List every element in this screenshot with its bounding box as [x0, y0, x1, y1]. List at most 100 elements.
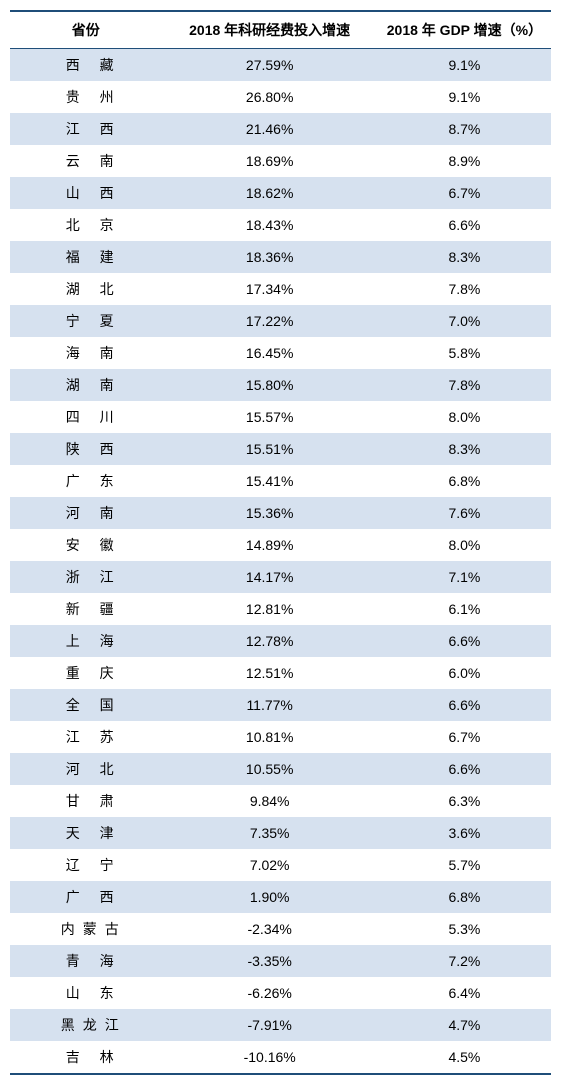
cell-research-growth: 15.57% — [161, 401, 377, 433]
cell-province: 湖 南 — [10, 369, 161, 401]
cell-province: 广 西 — [10, 881, 161, 913]
cell-gdp-growth: 6.4% — [378, 977, 551, 1009]
table-row: 天 津7.35%3.6% — [10, 817, 551, 849]
cell-research-growth: -3.35% — [161, 945, 377, 977]
cell-gdp-growth: 8.3% — [378, 433, 551, 465]
cell-province: 辽 宁 — [10, 849, 161, 881]
cell-research-growth: 14.89% — [161, 529, 377, 561]
cell-research-growth: 12.81% — [161, 593, 377, 625]
cell-province: 河 北 — [10, 753, 161, 785]
cell-research-growth: 18.69% — [161, 145, 377, 177]
cell-gdp-growth: 8.3% — [378, 241, 551, 273]
province-data-table: 省份 2018 年科研经费投入增速 2018 年 GDP 增速（%） 西 藏27… — [10, 10, 551, 1075]
table-row: 青 海-3.35%7.2% — [10, 945, 551, 977]
table-row: 浙 江14.17%7.1% — [10, 561, 551, 593]
cell-province: 河 南 — [10, 497, 161, 529]
cell-research-growth: 26.80% — [161, 81, 377, 113]
cell-province: 贵 州 — [10, 81, 161, 113]
cell-gdp-growth: 8.0% — [378, 401, 551, 433]
cell-research-growth: 16.45% — [161, 337, 377, 369]
cell-province: 云 南 — [10, 145, 161, 177]
table-row: 山 东-6.26%6.4% — [10, 977, 551, 1009]
cell-research-growth: 27.59% — [161, 49, 377, 82]
cell-province: 重 庆 — [10, 657, 161, 689]
table-row: 宁 夏17.22%7.0% — [10, 305, 551, 337]
cell-research-growth: 11.77% — [161, 689, 377, 721]
cell-research-growth: 17.22% — [161, 305, 377, 337]
cell-province: 青 海 — [10, 945, 161, 977]
cell-province: 全 国 — [10, 689, 161, 721]
table-row: 重 庆12.51%6.0% — [10, 657, 551, 689]
cell-gdp-growth: 6.6% — [378, 753, 551, 785]
cell-gdp-growth: 5.8% — [378, 337, 551, 369]
table-row: 新 疆12.81%6.1% — [10, 593, 551, 625]
cell-gdp-growth: 6.3% — [378, 785, 551, 817]
cell-research-growth: 12.78% — [161, 625, 377, 657]
cell-gdp-growth: 4.7% — [378, 1009, 551, 1041]
cell-gdp-growth: 6.8% — [378, 881, 551, 913]
cell-gdp-growth: 6.6% — [378, 625, 551, 657]
table-row: 四 川15.57%8.0% — [10, 401, 551, 433]
cell-gdp-growth: 6.6% — [378, 689, 551, 721]
cell-province: 山 东 — [10, 977, 161, 1009]
table-row: 吉 林-10.16%4.5% — [10, 1041, 551, 1074]
cell-research-growth: 15.51% — [161, 433, 377, 465]
cell-province: 广 东 — [10, 465, 161, 497]
table-row: 湖 北17.34%7.8% — [10, 273, 551, 305]
table-row: 河 南15.36%7.6% — [10, 497, 551, 529]
cell-province: 吉 林 — [10, 1041, 161, 1074]
cell-province: 黑龙江 — [10, 1009, 161, 1041]
header-province: 省份 — [10, 11, 161, 49]
cell-province: 陕 西 — [10, 433, 161, 465]
cell-gdp-growth: 6.1% — [378, 593, 551, 625]
table-row: 江 西21.46%8.7% — [10, 113, 551, 145]
table-row: 全 国11.77%6.6% — [10, 689, 551, 721]
table-row: 河 北10.55%6.6% — [10, 753, 551, 785]
cell-gdp-growth: 6.8% — [378, 465, 551, 497]
cell-province: 四 川 — [10, 401, 161, 433]
cell-gdp-growth: 8.9% — [378, 145, 551, 177]
table-row: 陕 西15.51%8.3% — [10, 433, 551, 465]
cell-gdp-growth: 9.1% — [378, 81, 551, 113]
cell-gdp-growth: 7.2% — [378, 945, 551, 977]
cell-province: 宁 夏 — [10, 305, 161, 337]
cell-province: 福 建 — [10, 241, 161, 273]
cell-research-growth: 17.34% — [161, 273, 377, 305]
table-row: 安 徽14.89%8.0% — [10, 529, 551, 561]
cell-research-growth: 9.84% — [161, 785, 377, 817]
table-row: 甘 肃9.84%6.3% — [10, 785, 551, 817]
cell-research-growth: 21.46% — [161, 113, 377, 145]
cell-research-growth: 15.41% — [161, 465, 377, 497]
cell-gdp-growth: 6.7% — [378, 177, 551, 209]
cell-gdp-growth: 9.1% — [378, 49, 551, 82]
cell-gdp-growth: 7.6% — [378, 497, 551, 529]
cell-research-growth: 18.36% — [161, 241, 377, 273]
header-gdp-growth: 2018 年 GDP 增速（%） — [378, 11, 551, 49]
table-row: 内蒙古-2.34%5.3% — [10, 913, 551, 945]
cell-gdp-growth: 6.7% — [378, 721, 551, 753]
cell-province: 甘 肃 — [10, 785, 161, 817]
cell-gdp-growth: 7.8% — [378, 369, 551, 401]
cell-research-growth: -7.91% — [161, 1009, 377, 1041]
cell-gdp-growth: 6.0% — [378, 657, 551, 689]
cell-gdp-growth: 7.0% — [378, 305, 551, 337]
table-row: 黑龙江-7.91%4.7% — [10, 1009, 551, 1041]
table-row: 辽 宁7.02%5.7% — [10, 849, 551, 881]
cell-gdp-growth: 4.5% — [378, 1041, 551, 1074]
table-row: 北 京18.43%6.6% — [10, 209, 551, 241]
cell-research-growth: -2.34% — [161, 913, 377, 945]
cell-province: 浙 江 — [10, 561, 161, 593]
cell-province: 安 徽 — [10, 529, 161, 561]
table-row: 云 南18.69%8.9% — [10, 145, 551, 177]
table-row: 山 西18.62%6.7% — [10, 177, 551, 209]
cell-research-growth: 10.81% — [161, 721, 377, 753]
cell-research-growth: 7.35% — [161, 817, 377, 849]
cell-province: 西 藏 — [10, 49, 161, 82]
table-header-row: 省份 2018 年科研经费投入增速 2018 年 GDP 增速（%） — [10, 11, 551, 49]
cell-research-growth: 1.90% — [161, 881, 377, 913]
cell-province: 江 西 — [10, 113, 161, 145]
cell-research-growth: 18.62% — [161, 177, 377, 209]
table-row: 海 南16.45%5.8% — [10, 337, 551, 369]
cell-province: 北 京 — [10, 209, 161, 241]
cell-province: 江 苏 — [10, 721, 161, 753]
